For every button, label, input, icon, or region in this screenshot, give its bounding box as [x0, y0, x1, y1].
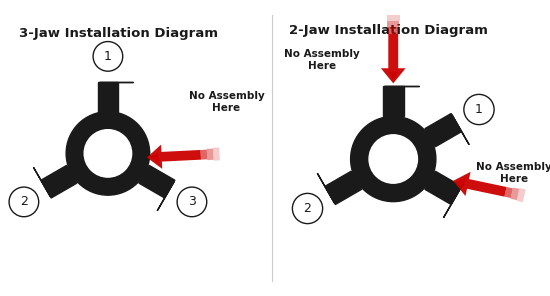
Polygon shape [452, 115, 469, 145]
Polygon shape [425, 113, 461, 147]
Polygon shape [387, 21, 399, 28]
Text: 2: 2 [304, 202, 311, 215]
Circle shape [84, 130, 131, 177]
Circle shape [66, 112, 150, 195]
Polygon shape [207, 149, 213, 160]
Polygon shape [388, 28, 398, 34]
Circle shape [351, 116, 436, 202]
Polygon shape [443, 188, 461, 218]
Text: 1: 1 [104, 50, 112, 63]
Polygon shape [98, 82, 118, 112]
Polygon shape [213, 147, 220, 161]
Polygon shape [383, 86, 404, 116]
Circle shape [369, 135, 417, 183]
Polygon shape [41, 165, 77, 198]
Polygon shape [504, 187, 513, 198]
Text: 2: 2 [20, 195, 28, 208]
Polygon shape [147, 145, 201, 169]
Text: No Assembly
Here: No Assembly Here [476, 162, 550, 184]
Polygon shape [139, 165, 175, 198]
Polygon shape [317, 173, 334, 203]
Polygon shape [34, 167, 51, 197]
Text: No Assembly
Here: No Assembly Here [284, 49, 360, 71]
Polygon shape [425, 171, 461, 205]
Polygon shape [325, 171, 361, 205]
Text: 2-Jaw Installation Diagram: 2-Jaw Installation Diagram [289, 24, 488, 37]
Text: No Assembly
Here: No Assembly Here [189, 91, 265, 113]
Polygon shape [453, 172, 507, 197]
Polygon shape [516, 188, 526, 202]
Polygon shape [381, 34, 406, 83]
Text: 3: 3 [188, 195, 196, 208]
Text: 3-Jaw Installation Diagram: 3-Jaw Installation Diagram [19, 27, 218, 40]
Polygon shape [510, 187, 519, 200]
Polygon shape [157, 181, 174, 211]
Polygon shape [201, 150, 207, 160]
Polygon shape [387, 15, 400, 21]
Text: 1: 1 [475, 103, 483, 116]
